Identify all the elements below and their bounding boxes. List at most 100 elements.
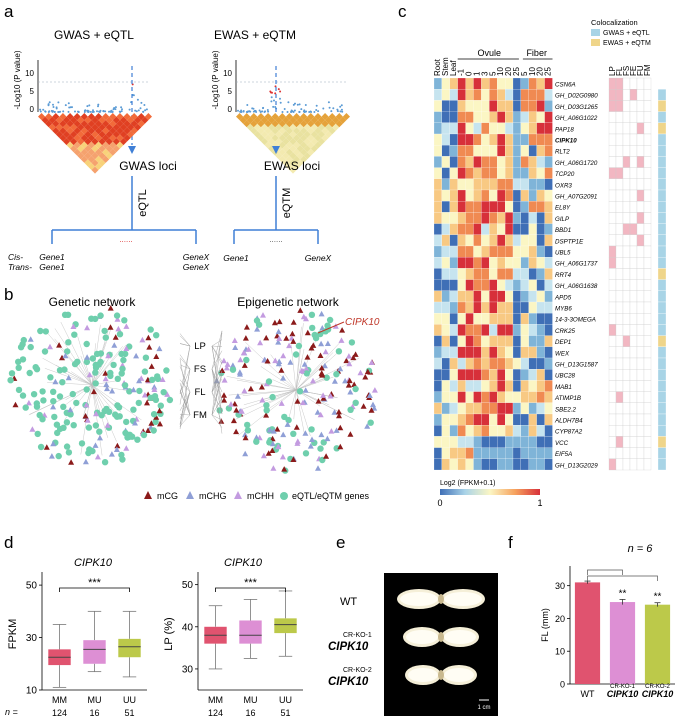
heatmap-cell xyxy=(512,369,522,381)
trait-cell xyxy=(643,223,652,235)
fiber-samples xyxy=(397,589,485,685)
heatmap-cell xyxy=(481,145,490,157)
gene-node xyxy=(323,374,330,381)
heatmap-cell xyxy=(544,391,553,403)
heatmap-cell xyxy=(536,189,545,202)
trait-cell xyxy=(615,77,624,90)
heatmap-cell xyxy=(497,257,506,269)
group-label: MM xyxy=(208,695,223,705)
trait-cell xyxy=(636,201,645,213)
heatmap-cell xyxy=(441,357,450,370)
seed xyxy=(438,632,444,642)
heatmap-cell xyxy=(465,212,474,224)
heatmap-cell xyxy=(528,167,537,179)
methylation-node xyxy=(346,360,353,367)
heatmap-cell xyxy=(544,425,553,437)
coloc-cell xyxy=(657,257,667,269)
trait-cell xyxy=(636,111,645,123)
methylation-node xyxy=(259,397,266,403)
heatmap-cell xyxy=(528,447,537,459)
group-label: UU xyxy=(123,695,136,705)
trait-cell xyxy=(629,89,638,101)
methylation-node xyxy=(130,386,137,393)
heatmap-cell xyxy=(465,223,474,235)
coloc-cell xyxy=(657,100,667,112)
manhattan-point xyxy=(328,106,331,109)
methylation-node xyxy=(298,367,305,373)
methylation-node xyxy=(151,386,158,392)
heatmap-cell xyxy=(512,245,522,258)
trait-cell xyxy=(615,100,624,112)
heatmap-cell xyxy=(449,324,458,336)
heatmap-cell xyxy=(481,391,490,403)
methylation-node xyxy=(82,458,89,465)
gene-node xyxy=(110,361,117,369)
methylation-node xyxy=(303,365,310,372)
heatmap-cell xyxy=(512,189,522,202)
methylation-node xyxy=(84,324,91,331)
methylation-node xyxy=(164,391,171,397)
manhattan-point xyxy=(67,110,70,113)
trait-cell xyxy=(643,212,652,224)
methylation-node xyxy=(274,426,281,432)
heatmap-cell xyxy=(544,357,553,370)
heatmap-cell xyxy=(489,346,498,359)
heatmap-cell xyxy=(481,402,490,415)
heatmap-cell xyxy=(512,346,522,359)
heatmap-cell xyxy=(497,413,506,426)
heatmap-cell xyxy=(457,201,466,213)
heatmap-cell xyxy=(505,413,514,426)
legend-mcg: mCG xyxy=(157,491,178,501)
methylation-node xyxy=(342,377,349,384)
heatmap-cell xyxy=(449,212,458,224)
methylation-node xyxy=(266,426,273,433)
cross-edge xyxy=(179,358,191,416)
trait-cell xyxy=(643,257,652,269)
heatmap-cell xyxy=(489,447,498,459)
heatmap-cell xyxy=(441,335,450,347)
heatmap-cell xyxy=(457,234,466,247)
heatmap-cell xyxy=(536,380,545,392)
heatmap-cell xyxy=(489,380,498,392)
gene-node xyxy=(253,317,261,324)
gene-node xyxy=(157,402,164,409)
methylation-node xyxy=(275,443,282,450)
heatmap-cell xyxy=(497,290,506,303)
coloc-gwas-label: GWAS + eQTL xyxy=(603,30,650,37)
gene-node xyxy=(352,385,359,393)
heatmap-cell xyxy=(465,413,474,426)
trait-cell xyxy=(608,145,617,157)
gene-node xyxy=(147,394,154,401)
gene-node xyxy=(308,311,316,318)
heatmap-cell xyxy=(489,234,498,247)
gene-node xyxy=(136,387,143,395)
gene-node xyxy=(83,340,90,348)
methylation-node xyxy=(48,453,55,459)
manhattan-point xyxy=(52,106,55,108)
trait-cell xyxy=(636,301,645,314)
gene-node xyxy=(56,393,64,400)
heatmap-cell xyxy=(473,425,482,437)
trait-cell xyxy=(608,301,617,314)
ewas-ld-heatmap xyxy=(236,113,350,174)
gwas-ld-heatmap xyxy=(38,113,152,174)
heatmap-cell xyxy=(528,335,537,347)
heatmap-cell xyxy=(536,391,545,403)
trait-cell xyxy=(636,413,645,426)
heatmap-cell xyxy=(449,313,458,325)
y-axis-label: FL (mm) xyxy=(540,608,550,642)
gene-node xyxy=(101,459,109,466)
methylation-node xyxy=(307,443,314,449)
heatmap-cell xyxy=(473,413,482,426)
heatmap-cell xyxy=(497,212,506,224)
heatmap-cell xyxy=(473,436,482,448)
heatmap-cell xyxy=(457,324,466,336)
heatmap-cell xyxy=(505,212,514,224)
heatmap-cell xyxy=(441,245,450,258)
heatmap-cell xyxy=(520,324,529,336)
gene-label: RRT4 xyxy=(555,272,572,279)
methylation-node xyxy=(86,371,93,378)
coloc-cell xyxy=(657,268,667,280)
network-edge xyxy=(28,384,93,416)
group-label: MM xyxy=(52,695,67,705)
